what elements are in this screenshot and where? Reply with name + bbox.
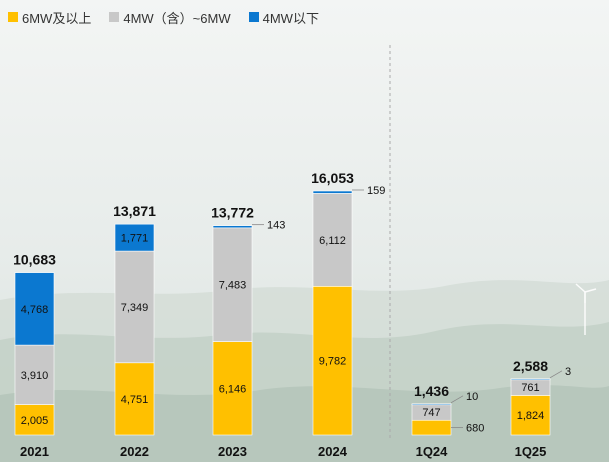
- legend-label: 4MW以下: [262, 10, 319, 26]
- data-label: 1,824: [517, 410, 545, 422]
- bar-total-label: 2,588: [513, 358, 548, 374]
- data-label: 2,005: [21, 415, 49, 427]
- bar-segment-2022-s2: [114, 223, 155, 252]
- bar-total-label: 1,436: [414, 383, 449, 399]
- bar-total-label: 10,683: [13, 252, 56, 268]
- bar-segment-2021-s2: [14, 272, 55, 346]
- data-label: 7,483: [219, 280, 247, 292]
- data-label: 159: [367, 185, 385, 197]
- data-label: 6,112: [319, 235, 346, 247]
- legend-item-4-6mw: 4MW（含）~6MW: [109, 8, 231, 27]
- x-tick-label: 1Q24: [416, 444, 449, 459]
- data-label: 3: [565, 366, 571, 378]
- legend-swatch-yellow: [8, 12, 18, 22]
- x-tick-label: 1Q25: [515, 444, 547, 459]
- legend-item-6mw-plus: 6MW及以上: [8, 8, 91, 27]
- bar-total-label: 16,053: [311, 170, 354, 186]
- bar-segment-2023-s0: [212, 341, 253, 436]
- x-tick-label: 2023: [218, 444, 247, 459]
- data-label: 9,782: [319, 356, 347, 368]
- data-label: 4,768: [21, 304, 49, 316]
- x-tick-label: 2024: [318, 444, 348, 459]
- data-label: 4,751: [121, 394, 149, 406]
- data-label: 680: [466, 423, 484, 435]
- data-label: 7,349: [121, 302, 149, 314]
- data-label-leader: [549, 370, 563, 379]
- legend-swatch-gray: [109, 12, 120, 22]
- bar-segment-1q24-s2: [411, 403, 452, 406]
- bar-total-label: 13,871: [113, 203, 156, 219]
- bar-segment-1q25-s2: [510, 378, 551, 381]
- data-label: 3,910: [21, 370, 49, 382]
- bar-segment-2023-s1: [212, 227, 253, 342]
- bar-segment-2024-s2: [312, 190, 353, 194]
- data-label: 747: [422, 407, 440, 419]
- x-tick-label: 2022: [120, 444, 149, 459]
- data-label: 143: [267, 220, 285, 232]
- bar-segment-1q24-s0: [411, 419, 452, 436]
- bar-segment-2022-s1: [114, 250, 155, 364]
- data-label: 10: [466, 391, 478, 403]
- chart-legend: 6MW及以上 4MW（含）~6MW 4MW以下: [8, 8, 319, 26]
- bar-segment-2024-s1: [312, 193, 353, 287]
- bar-segment-2024-s0: [312, 286, 353, 436]
- data-label: 1,771: [121, 233, 149, 245]
- legend-swatch-blue: [248, 12, 259, 22]
- bar-segment-2023-s2: [212, 225, 253, 229]
- bar-segment-2022-s0: [114, 362, 155, 436]
- data-label: 761: [521, 382, 539, 394]
- bar-total-label: 13,772: [211, 205, 254, 221]
- legend-item-below-4mw: 4MW以下: [248, 8, 319, 27]
- x-tick-label: 2021: [20, 444, 49, 459]
- legend-label: 4MW（含）~6MW: [123, 10, 231, 26]
- data-label-leader: [450, 395, 464, 404]
- data-label: 6,146: [219, 383, 247, 395]
- legend-label: 6MW及以上: [22, 10, 92, 26]
